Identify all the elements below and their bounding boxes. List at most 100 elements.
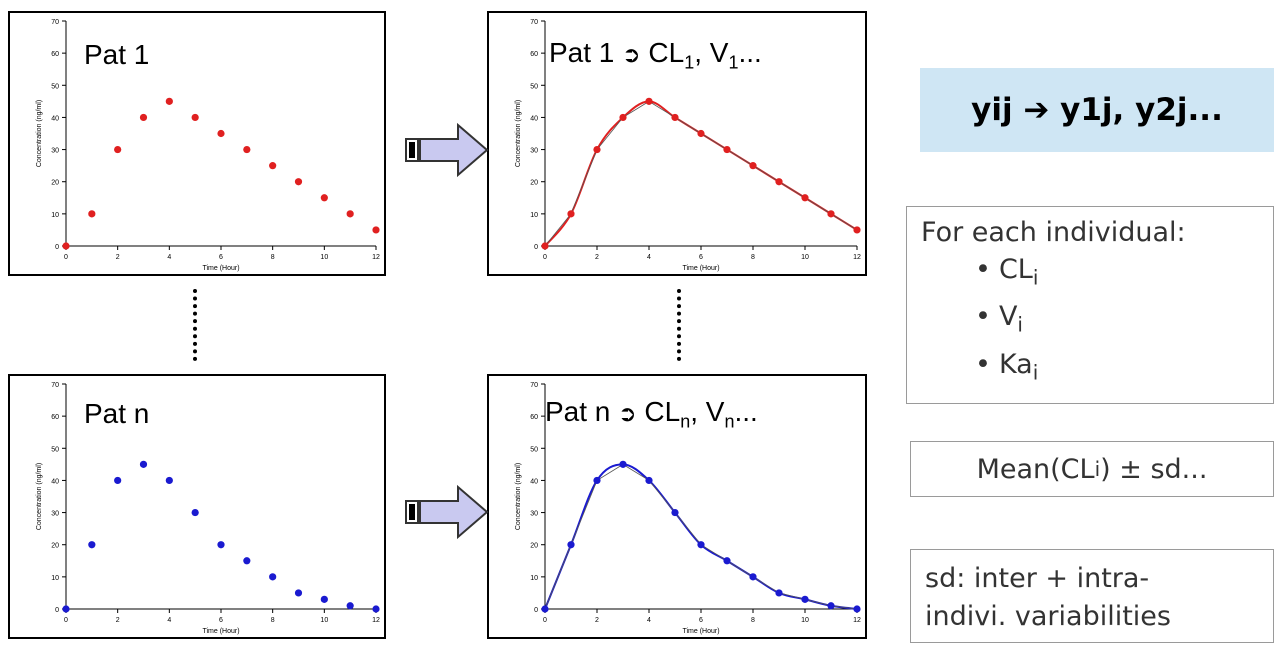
chart-panel-pat-1-fit: 0 10 20 30 40 50 60 70 0 2 4 6 8 10 12 Time (Hour) Conce… bbox=[487, 11, 867, 276]
panel-title-text: Pat n bbox=[84, 398, 150, 429]
x-tick-label: 8 bbox=[271, 254, 275, 261]
panel-title: Pat 1 bbox=[84, 39, 149, 71]
y-tick-label: 50 bbox=[51, 83, 59, 90]
yij-highlight-box: yij ➔ y1j, y2j... bbox=[920, 68, 1274, 152]
param-cl-sub: 1 bbox=[684, 52, 695, 73]
data-point bbox=[88, 541, 96, 549]
data-point bbox=[801, 194, 809, 202]
param-sub: i bbox=[1032, 360, 1039, 385]
param-list: CLi Vi Kai bbox=[921, 250, 1273, 392]
y-tick-label: 60 bbox=[51, 51, 59, 58]
x-tick-label: 6 bbox=[219, 617, 223, 624]
individual-params-box: For each individual: CLi Vi Kai bbox=[906, 206, 1274, 404]
x-tick-label: 4 bbox=[647, 254, 651, 261]
data-point bbox=[541, 605, 549, 613]
data-point bbox=[372, 605, 380, 613]
data-point bbox=[749, 573, 757, 581]
arrow-circle-icon: ➲ bbox=[622, 42, 641, 67]
chart-svg: 0 10 20 30 40 50 60 70 0 2 4 6 8 10 12 Time (Hour) Conce… bbox=[36, 382, 380, 635]
data-point bbox=[191, 508, 199, 517]
param-name: V bbox=[998, 301, 1018, 333]
data-point bbox=[593, 476, 601, 485]
y-tick-label: 30 bbox=[51, 511, 59, 518]
data-point bbox=[801, 595, 809, 603]
data-point bbox=[697, 541, 705, 549]
data-point bbox=[320, 194, 328, 202]
data-point bbox=[346, 602, 354, 610]
y-tick-label: 70 bbox=[51, 19, 59, 26]
x-tick-label: 10 bbox=[320, 617, 328, 624]
data-point bbox=[320, 595, 328, 603]
chart-panel-pat-n-fit: 0 10 20 30 40 50 60 70 0 2 4 6 8 10 12 Time (Hour) Conce… bbox=[487, 374, 867, 639]
chart-svg: 0 10 20 30 40 50 60 70 0 2 4 6 8 10 12 Time (Hour) Conce… bbox=[515, 382, 861, 635]
param-v: V bbox=[709, 37, 729, 68]
data-point bbox=[619, 113, 627, 122]
data-point bbox=[723, 145, 731, 154]
y-tick-label: 60 bbox=[51, 414, 59, 421]
data-point bbox=[217, 541, 225, 549]
data-point bbox=[671, 508, 679, 517]
chart-panel-pat-1: 0 10 20 30 40 50 60 70 0 2 4 6 8 10 12 Time (Hour) Conce… bbox=[8, 11, 386, 276]
mean-suffix: ) ± sd... bbox=[1100, 453, 1208, 485]
y-tick-label: 40 bbox=[51, 115, 59, 122]
yij-text: yij ➔ y1j, y2j... bbox=[971, 92, 1223, 128]
data-point bbox=[697, 129, 705, 138]
x-tick-label: 8 bbox=[751, 617, 755, 624]
data-point bbox=[541, 242, 549, 250]
panel-title-text: Pat n bbox=[545, 396, 611, 427]
x-tick-label: 2 bbox=[116, 254, 120, 261]
chart-svg: 0 10 20 30 40 50 60 70 0 2 4 6 8 10 12 Time (Hour) Conce… bbox=[515, 19, 861, 272]
data-point bbox=[114, 476, 122, 485]
y-tick-label: 40 bbox=[530, 478, 538, 485]
fitted-curve bbox=[544, 100, 858, 247]
x-tick-label: 4 bbox=[167, 617, 171, 624]
param-cl-sub: n bbox=[680, 411, 691, 432]
right-arrow-icon bbox=[405, 122, 489, 178]
sd-line-2: indivi. variabilities bbox=[925, 601, 1171, 632]
param-name: Ka bbox=[998, 348, 1033, 380]
mean-prefix: Mean(CL bbox=[976, 453, 1095, 485]
y-axis-label: Concentration (ng/ml) bbox=[515, 100, 522, 167]
data-point bbox=[294, 589, 303, 597]
y-tick-label: 10 bbox=[530, 575, 538, 582]
mean-sub: i bbox=[1094, 457, 1101, 481]
x-tick-label: 0 bbox=[543, 617, 547, 624]
panel-title: Pat n ➲ CLn, Vn... bbox=[545, 396, 758, 432]
y-axis-label: Concentration (ng/ml) bbox=[36, 100, 43, 167]
data-point bbox=[217, 129, 225, 138]
param-sub: i bbox=[1017, 312, 1023, 337]
x-tick-label: 10 bbox=[801, 254, 809, 261]
x-tick-label: 2 bbox=[595, 617, 599, 624]
data-point bbox=[88, 210, 96, 218]
param-v: V bbox=[705, 396, 725, 427]
y-axis-label: Concentration (ng/ml) bbox=[515, 463, 522, 530]
y-tick-label: 0 bbox=[55, 607, 59, 614]
y-tick-label: 10 bbox=[51, 575, 59, 582]
panel-title: Pat n bbox=[84, 398, 149, 430]
data-point bbox=[775, 589, 783, 597]
data-point bbox=[139, 460, 148, 468]
chart-svg: 0 10 20 30 40 50 60 70 0 2 4 6 8 10 12 Time (Hour) Conce… bbox=[36, 19, 380, 272]
data-point bbox=[62, 605, 70, 613]
data-point bbox=[775, 178, 783, 186]
sd-box: sd: inter + intra- indivi. variabilities bbox=[910, 549, 1274, 643]
x-tick-label: 2 bbox=[116, 617, 120, 624]
dotted-connector-left bbox=[193, 289, 197, 361]
x-axis-label: Time (Hour) bbox=[202, 265, 239, 272]
param-v-sub: 1 bbox=[728, 52, 739, 73]
x-tick-label: 2 bbox=[595, 254, 599, 261]
x-tick-label: 12 bbox=[853, 617, 861, 624]
panel-title-text: Pat 1 bbox=[84, 39, 150, 70]
data-point bbox=[749, 162, 757, 170]
x-axis-label: Time (Hour) bbox=[682, 628, 719, 635]
right-arrow-icon bbox=[405, 484, 489, 540]
param-name: CL bbox=[998, 254, 1033, 285]
data-point bbox=[593, 145, 601, 154]
x-tick-label: 10 bbox=[320, 254, 328, 261]
y-axis-label: Concentration (ng/ml) bbox=[36, 463, 43, 530]
y-tick-label: 20 bbox=[51, 180, 59, 187]
y-tick-label: 0 bbox=[534, 244, 538, 251]
y-tick-label: 20 bbox=[51, 543, 59, 550]
param-v-sub: n bbox=[724, 411, 735, 432]
y-tick-label: 30 bbox=[51, 148, 59, 155]
